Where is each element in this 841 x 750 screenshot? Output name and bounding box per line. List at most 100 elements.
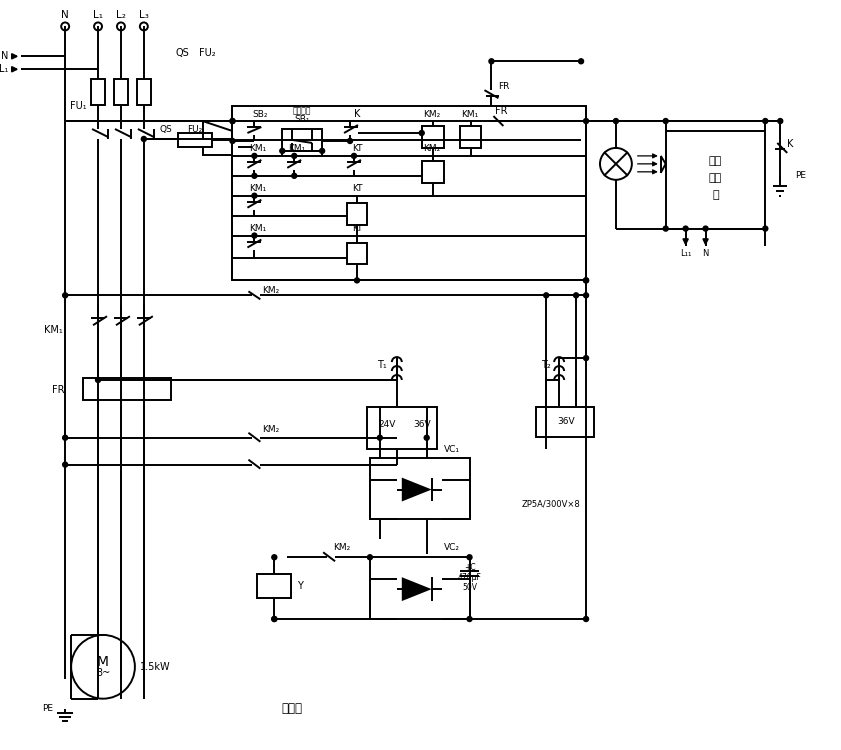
Circle shape: [252, 194, 257, 198]
Text: SB₁: SB₁: [294, 115, 310, 124]
Bar: [177, 133, 212, 147]
Circle shape: [230, 118, 235, 124]
Text: FU₁: FU₁: [70, 101, 87, 111]
Circle shape: [71, 635, 135, 699]
Circle shape: [230, 118, 235, 124]
Circle shape: [489, 58, 494, 64]
Text: VC₂: VC₂: [443, 543, 459, 552]
Circle shape: [63, 435, 67, 440]
Circle shape: [763, 226, 768, 231]
Text: 470μF: 470μF: [458, 573, 481, 582]
Circle shape: [272, 555, 277, 560]
Bar: [347, 242, 367, 265]
Circle shape: [584, 616, 589, 622]
Circle shape: [378, 435, 383, 440]
Text: 计数: 计数: [709, 172, 722, 183]
Bar: [537, 406, 594, 436]
Text: KM₁: KM₁: [461, 110, 479, 118]
Circle shape: [574, 292, 579, 298]
Bar: [232, 106, 586, 280]
Circle shape: [584, 278, 589, 283]
Text: 光电: 光电: [709, 156, 722, 166]
Circle shape: [63, 292, 67, 298]
Text: N: N: [1, 51, 8, 62]
Bar: [83, 378, 171, 400]
Text: 1.5kW: 1.5kW: [140, 662, 170, 672]
Text: KT: KT: [352, 184, 362, 194]
Text: ZP5A/300V×8: ZP5A/300V×8: [521, 500, 580, 509]
Text: L₁: L₁: [93, 10, 103, 20]
Text: FU₂: FU₂: [187, 124, 203, 134]
Text: L₂: L₂: [116, 10, 126, 20]
Bar: [137, 80, 151, 105]
Circle shape: [664, 226, 669, 231]
Text: KT: KT: [352, 224, 362, 233]
Circle shape: [778, 118, 783, 124]
Text: K: K: [354, 109, 360, 119]
Bar: [367, 406, 436, 448]
Circle shape: [467, 616, 472, 622]
Circle shape: [320, 148, 325, 154]
Circle shape: [280, 148, 285, 154]
Text: L₁: L₁: [0, 64, 8, 74]
Bar: [421, 126, 443, 148]
Circle shape: [252, 154, 257, 158]
Text: PE: PE: [796, 171, 807, 180]
Circle shape: [230, 139, 235, 143]
Text: FR: FR: [495, 106, 508, 116]
Text: 24V: 24V: [378, 420, 395, 429]
Polygon shape: [402, 578, 431, 601]
Text: T₁: T₁: [377, 360, 387, 370]
Text: N: N: [702, 249, 709, 258]
Text: KM₂: KM₂: [333, 543, 351, 552]
Polygon shape: [402, 478, 431, 502]
Text: KM₁: KM₁: [44, 326, 62, 335]
Text: K: K: [787, 139, 793, 149]
Bar: [370, 557, 469, 619]
Text: （脚踏）: （脚踏）: [293, 106, 311, 116]
Text: Y: Y: [297, 581, 303, 591]
Circle shape: [252, 173, 257, 178]
Circle shape: [584, 356, 589, 361]
Circle shape: [352, 154, 357, 158]
Text: KM₂: KM₂: [262, 286, 279, 295]
Bar: [257, 574, 291, 598]
Text: KM₂: KM₂: [423, 145, 441, 154]
Text: 36V: 36V: [413, 420, 431, 429]
Circle shape: [544, 292, 548, 298]
Text: FR: FR: [498, 82, 509, 91]
Text: KM₁: KM₁: [249, 145, 266, 154]
Circle shape: [394, 435, 399, 440]
Circle shape: [368, 555, 373, 560]
Circle shape: [117, 22, 125, 31]
Text: 3~: 3~: [96, 668, 110, 678]
Circle shape: [272, 616, 277, 622]
Circle shape: [394, 462, 399, 467]
Circle shape: [664, 118, 669, 124]
Text: +C: +C: [463, 562, 475, 572]
Text: N: N: [61, 10, 69, 20]
Circle shape: [61, 22, 69, 31]
Circle shape: [579, 58, 584, 64]
Circle shape: [355, 278, 359, 283]
Text: 器: 器: [712, 190, 719, 200]
Circle shape: [292, 154, 297, 158]
Text: 36V: 36V: [558, 417, 575, 426]
Circle shape: [63, 462, 67, 467]
Bar: [421, 160, 443, 183]
Bar: [666, 131, 765, 229]
Text: QS: QS: [176, 48, 189, 58]
Circle shape: [141, 136, 146, 142]
Bar: [347, 202, 367, 224]
Text: M: M: [97, 655, 109, 669]
Circle shape: [140, 22, 148, 31]
Circle shape: [703, 226, 708, 231]
Bar: [459, 126, 481, 148]
Text: KM₂: KM₂: [262, 425, 279, 434]
Bar: [203, 139, 239, 155]
Circle shape: [94, 22, 102, 31]
Text: KM₂: KM₂: [423, 110, 441, 118]
Circle shape: [292, 173, 297, 178]
Text: PE: PE: [42, 704, 53, 713]
Bar: [91, 80, 105, 105]
